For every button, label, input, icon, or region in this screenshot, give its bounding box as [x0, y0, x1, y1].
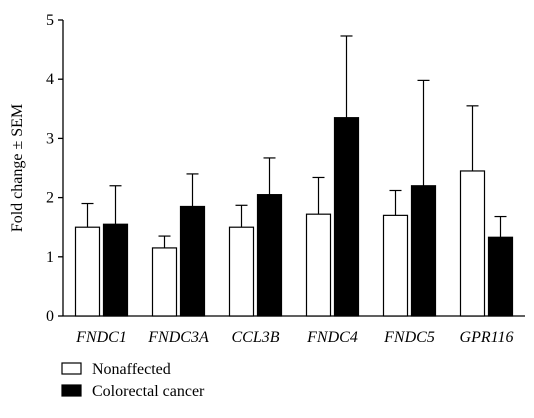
bar-colorectal-cancer — [410, 185, 437, 317]
legend-swatch — [61, 384, 82, 397]
x-tick-label: FNDC1 — [75, 329, 127, 346]
chart-labels: 0 1 2 3 4 5 FNDC1 FNDC3A CCL3B FNDC4 FNDC5 GPR116 — [46, 12, 513, 346]
x-tick-label: CCL3B — [231, 329, 279, 346]
legend-swatch — [61, 362, 82, 375]
bar-nonaffected — [228, 226, 255, 317]
y-tick-label: 1 — [46, 249, 54, 266]
bar-nonaffected — [382, 214, 409, 317]
bar-nonaffected — [305, 213, 332, 317]
chart-legend: Nonaffected Colorectal cancer — [61, 361, 205, 400]
y-tick-label: 0 — [46, 308, 54, 325]
x-tick-label: FNDC4 — [306, 329, 358, 346]
bar-colorectal-cancer — [333, 117, 360, 317]
bar-colorectal-cancer — [256, 194, 283, 317]
x-tick-label: FNDC3A — [147, 329, 209, 346]
y-tick-label: 5 — [46, 12, 54, 29]
bar-colorectal-cancer — [179, 205, 206, 317]
chart-axes — [58, 19, 525, 317]
x-tick-label: FNDC5 — [383, 329, 435, 346]
y-tick-label: 3 — [46, 130, 54, 147]
legend-label: Colorectal cancer — [92, 383, 205, 400]
bar-nonaffected — [74, 226, 101, 317]
legend-label: Nonaffected — [92, 361, 171, 378]
bar-colorectal-cancer — [102, 223, 129, 317]
bar-colorectal-cancer — [487, 236, 514, 317]
bar-nonaffected — [151, 247, 178, 317]
y-tick-label: 4 — [46, 71, 54, 88]
chart-bars — [74, 35, 514, 317]
x-tick-label: GPR116 — [460, 329, 514, 346]
bar-nonaffected — [459, 170, 486, 317]
y-tick-label: 2 — [46, 190, 54, 207]
y-axis-label: Fold change ± SEM — [9, 104, 26, 232]
